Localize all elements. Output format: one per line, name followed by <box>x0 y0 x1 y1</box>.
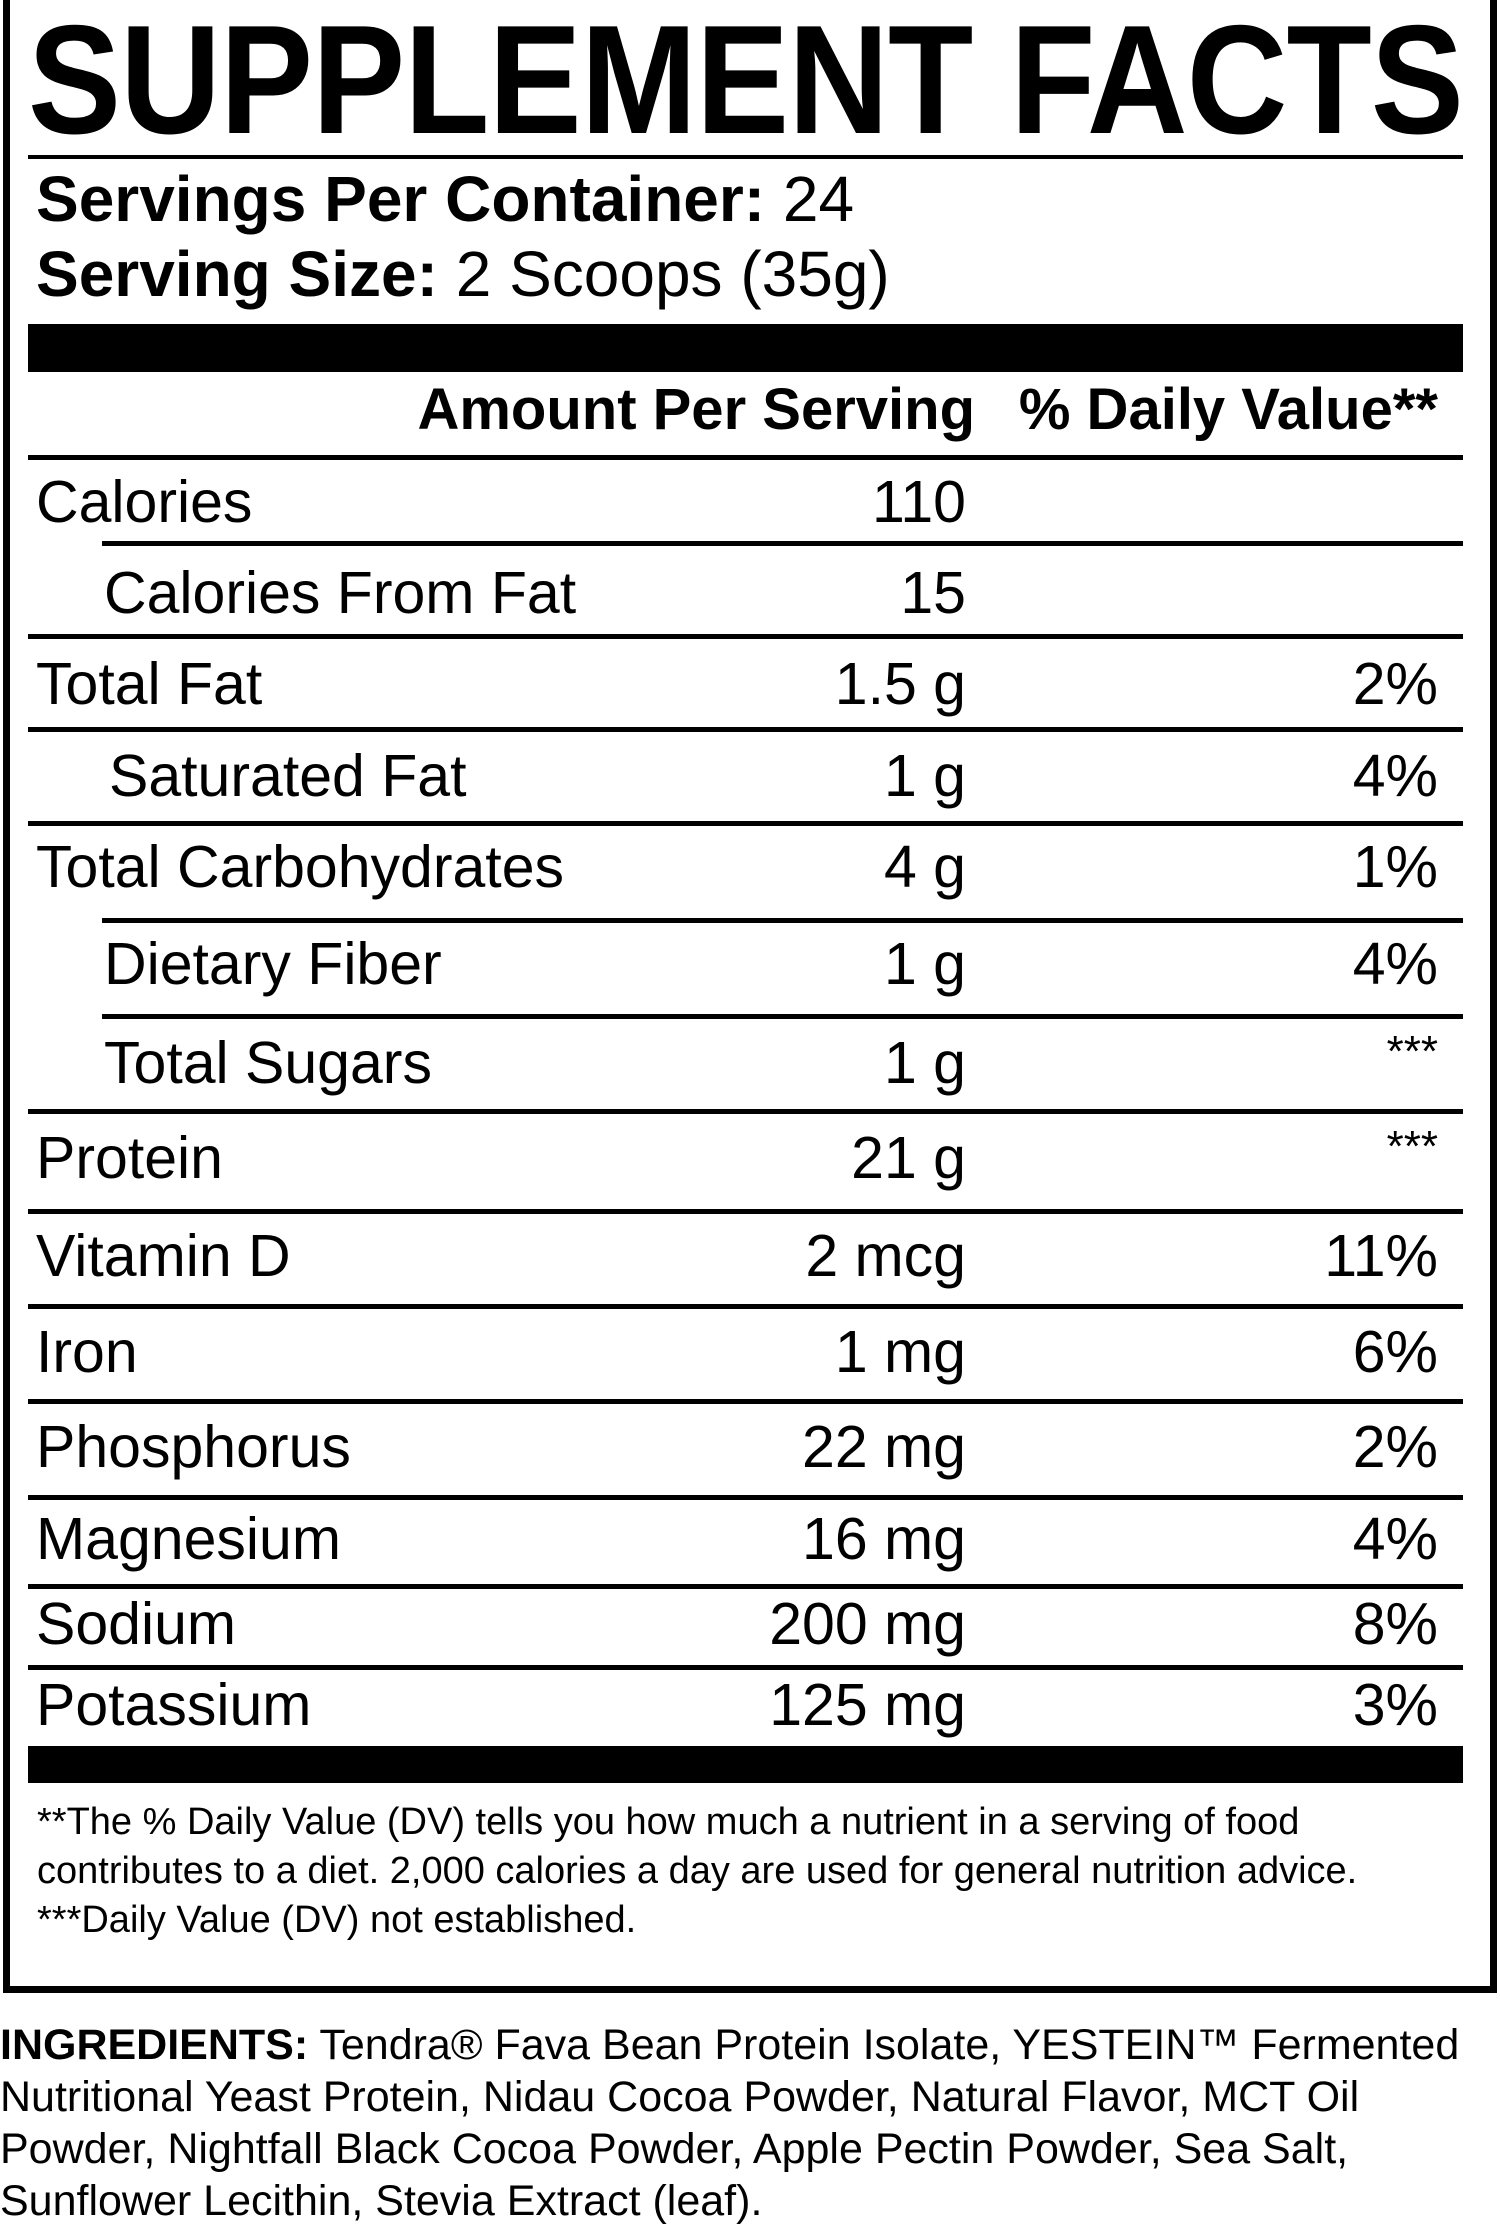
nutrient-daily-value: 8% <box>1352 1591 1438 1657</box>
nutrient-row: Calories From Fat 15 <box>0 564 1500 624</box>
nutrient-name: Magnesium <box>36 1506 341 1572</box>
serving-size-label: Serving Size: <box>36 238 438 310</box>
header-divider <box>28 455 1463 460</box>
nutrient-amount: 1.5 g <box>834 651 966 717</box>
nutrient-amount: 1 g <box>883 743 966 809</box>
nutrient-amount: 21 g <box>851 1125 966 1191</box>
ingredients: INGREDIENTS: Tendra® Fava Bean Protein I… <box>0 2019 1490 2227</box>
nutrient-name: Saturated Fat <box>109 743 467 809</box>
nutrient-name: Vitamin D <box>36 1223 291 1289</box>
servings-per-container: Servings Per Container: 24 <box>36 167 854 231</box>
nutrient-daily-value: 2% <box>1352 1414 1438 1480</box>
nutrient-row: Total Carbohydrates 4 g 1% <box>0 838 1500 898</box>
nutrient-daily-value: 4% <box>1352 1506 1438 1572</box>
nutrient-amount: 200 mg <box>769 1591 966 1657</box>
row-divider <box>28 821 1463 826</box>
ingredients-label: INGREDIENTS: <box>0 2021 309 2069</box>
nutrient-row: Saturated Fat 1 g 4% <box>0 747 1500 807</box>
nutrient-amount: 1 g <box>883 1030 966 1096</box>
nutrient-daily-value: 1% <box>1352 834 1438 900</box>
nutrient-row: Dietary Fiber 1 g 4% <box>0 935 1500 995</box>
nutrient-row: Magnesium 16 mg 4% <box>0 1510 1500 1570</box>
nutrient-amount: 2 mcg <box>805 1223 966 1289</box>
row-divider <box>28 1399 1463 1404</box>
row-divider <box>28 1109 1463 1114</box>
nutrient-name: Calories From Fat <box>104 560 577 626</box>
servings-per-container-value: 24 <box>782 163 855 235</box>
row-divider <box>28 1304 1463 1309</box>
nutrient-row: Protein 21 g *** <box>0 1125 1500 1191</box>
nutrient-row: Total Fat 1.5 g 2% <box>0 655 1500 715</box>
nutrient-row: Sodium 200 mg 8% <box>0 1595 1500 1655</box>
nutrient-amount: 1 mg <box>834 1319 966 1385</box>
nutrient-name: Potassium <box>36 1672 312 1738</box>
nutrient-name: Calories <box>36 469 253 535</box>
row-divider <box>102 918 1463 923</box>
title-divider <box>28 155 1463 159</box>
nutrient-amount: 16 mg <box>802 1506 966 1572</box>
nutrient-name: Total Carbohydrates <box>36 834 565 900</box>
nutrient-name: Phosphorus <box>36 1414 351 1480</box>
serving-size-value: 2 Scoops (35g) <box>455 238 890 310</box>
panel-title: SUPPLEMENT FACTS <box>28 0 1464 166</box>
nutrient-daily-value: *** <box>1386 1027 1438 1076</box>
not-established-footnote: ***Daily Value (DV) not established. <box>37 1899 637 1941</box>
footnotes: **The % Daily Value (DV) tells you how m… <box>37 1798 1457 1945</box>
row-divider <box>28 1665 1463 1670</box>
nutrient-amount: 125 mg <box>769 1672 966 1738</box>
row-divider <box>102 1014 1463 1019</box>
nutrient-name: Total Sugars <box>104 1030 432 1096</box>
serving-size: Serving Size: 2 Scoops (35g) <box>36 242 890 306</box>
nutrient-amount: 22 mg <box>802 1414 966 1480</box>
nutrient-amount: 4 g <box>883 834 966 900</box>
nutrient-daily-value: 6% <box>1352 1319 1438 1385</box>
nutrient-row: Iron 1 mg 6% <box>0 1323 1500 1383</box>
thick-divider-bottom <box>28 1746 1463 1783</box>
ingredients-text: Tendra® Fava Bean Protein Isolate, YESTE… <box>0 2021 1460 2225</box>
nutrient-name: Protein <box>36 1125 223 1191</box>
nutrient-name: Sodium <box>36 1591 237 1657</box>
row-divider <box>28 634 1463 639</box>
nutrient-daily-value: 11% <box>1324 1223 1438 1289</box>
amount-per-serving-header: Amount Per Serving <box>417 377 975 442</box>
nutrient-amount: 1 g <box>883 931 966 997</box>
daily-value-footnote: **The % Daily Value (DV) tells you how m… <box>37 1801 1358 1892</box>
thick-divider-top <box>28 324 1463 372</box>
nutrient-name: Total Fat <box>36 651 263 717</box>
nutrient-daily-value: *** <box>1386 1122 1438 1171</box>
nutrient-row: Phosphorus 22 mg 2% <box>0 1418 1500 1478</box>
nutrient-row: Total Sugars 1 g *** <box>0 1030 1500 1096</box>
row-divider <box>28 1584 1463 1589</box>
supplement-facts-panel <box>3 0 1497 1993</box>
nutrient-daily-value: 4% <box>1352 931 1438 997</box>
nutrient-daily-value: 3% <box>1352 1672 1438 1738</box>
nutrient-name: Dietary Fiber <box>104 931 442 997</box>
row-divider <box>28 1209 1463 1214</box>
nutrient-amount: 110 <box>871 469 966 535</box>
nutrient-row: Potassium 125 mg 3% <box>0 1676 1500 1736</box>
nutrient-daily-value: 2% <box>1352 651 1438 717</box>
nutrient-name: Iron <box>36 1319 138 1385</box>
nutrient-amount: 15 <box>900 560 966 626</box>
row-divider <box>28 1495 1463 1500</box>
row-divider <box>28 727 1463 732</box>
nutrient-row: Calories 110 <box>0 473 1500 533</box>
servings-per-container-label: Servings Per Container: <box>36 163 766 235</box>
row-divider <box>102 541 1463 546</box>
daily-value-header: % Daily Value** <box>1018 377 1438 442</box>
nutrient-daily-value: 4% <box>1352 743 1438 809</box>
